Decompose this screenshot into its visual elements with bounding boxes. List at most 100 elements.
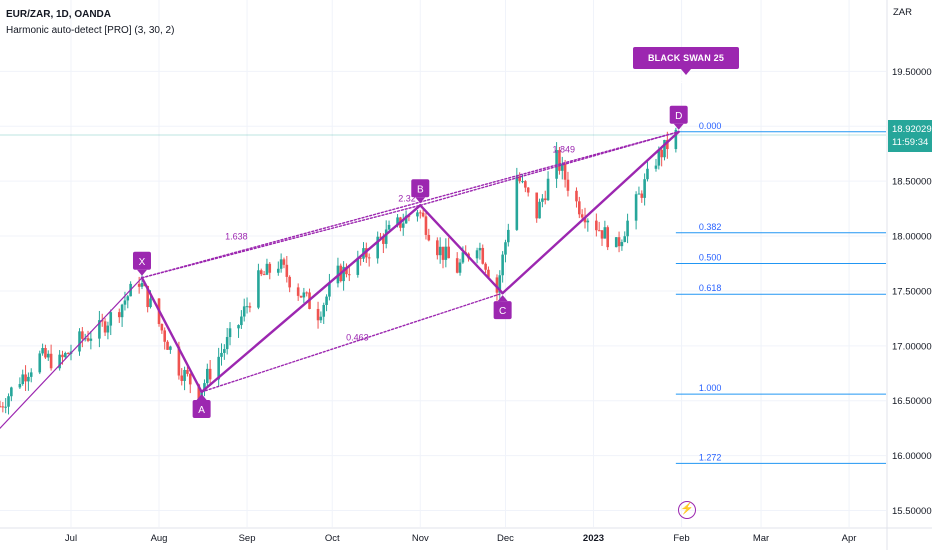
candle-body <box>240 316 243 326</box>
marker-tip <box>673 123 684 130</box>
candle-body <box>663 139 666 158</box>
candle-body <box>10 387 13 397</box>
fib-level-label: 1.272 <box>699 452 722 462</box>
candle-body <box>66 353 70 355</box>
marker-box <box>132 251 151 270</box>
candle-body <box>237 325 240 329</box>
candle-body <box>24 374 27 382</box>
candle-body <box>160 324 164 331</box>
candle-body <box>225 337 229 350</box>
candle-body <box>597 230 601 232</box>
candle-body <box>418 212 422 214</box>
candle-body <box>208 368 212 380</box>
candle-body <box>78 331 81 352</box>
candle-body <box>276 268 280 273</box>
bar-countdown: 11:59:34 <box>892 137 929 148</box>
candle-body <box>416 212 419 217</box>
x-tick-label: Sep <box>239 533 256 544</box>
ratio-line-bd <box>419 131 680 207</box>
candle-body <box>27 376 30 382</box>
y-tick-label: 18.50000 <box>892 177 932 188</box>
candle-body <box>248 306 252 308</box>
x-tick-label: Apr <box>842 533 857 544</box>
candle-body <box>206 368 209 384</box>
candle-body <box>197 384 201 401</box>
ratio-label: 1.849 <box>552 145 575 155</box>
candle-body <box>81 331 84 339</box>
candle-body <box>61 354 64 358</box>
candle-body <box>268 263 272 273</box>
candle-body <box>38 353 42 373</box>
candle-body <box>328 283 331 297</box>
candle-body <box>163 330 167 342</box>
candle-body <box>4 406 7 408</box>
candle-body <box>86 338 90 341</box>
marker-label: C <box>499 306 506 317</box>
indicator-title[interactable]: Harmonic auto-detect [PRO] (3, 30, 2) <box>6 25 175 36</box>
y-tick-label: 16.00000 <box>892 451 932 462</box>
candle-body <box>521 181 524 183</box>
candle-body <box>359 257 362 259</box>
candle-body <box>242 306 246 317</box>
candle-body <box>367 257 371 259</box>
candle-body <box>44 348 47 358</box>
y-tick-label: 15.50000 <box>892 506 932 517</box>
pattern-point-d: D <box>669 105 688 130</box>
candle-body <box>98 320 101 339</box>
candle-body <box>376 236 379 259</box>
fib-level-label: 0.618 <box>699 283 722 293</box>
candle-body <box>566 179 570 191</box>
candle-body <box>316 308 320 321</box>
pattern-detected-badge: BLACK SWAN 25 DETECTED <box>633 47 739 85</box>
candle-body <box>217 356 220 380</box>
candle-body <box>541 198 544 202</box>
x-tick-label: Feb <box>673 533 689 544</box>
y-tick-label: 16.50000 <box>892 396 932 407</box>
candle-body <box>455 258 459 273</box>
candle-body <box>356 257 360 275</box>
fib-level-label: 1.000 <box>699 383 722 393</box>
candle-body <box>146 285 149 308</box>
candle-body <box>646 168 649 180</box>
marker-tip <box>497 295 508 302</box>
candle-body <box>126 296 130 301</box>
candle-body <box>563 163 567 180</box>
candle-body <box>299 295 303 298</box>
fib-level-label: 0.382 <box>699 222 722 232</box>
candle-body <box>117 312 121 318</box>
candle-body <box>518 176 521 182</box>
symbol-title[interactable]: EUR/ZAR, 1D, OANDA <box>6 9 112 20</box>
candle-body <box>640 193 644 198</box>
candle-body <box>484 263 487 270</box>
marker-label: D <box>675 111 682 122</box>
candle-body <box>674 129 678 150</box>
candle-body <box>220 352 223 357</box>
candle-body <box>279 259 283 269</box>
candle-body <box>603 227 607 239</box>
candle-body <box>259 270 263 275</box>
candle-body <box>223 349 226 353</box>
candle-body <box>634 194 638 221</box>
pattern-layer: 1.638 2.32 0.463 1.849 X A B C D <box>0 105 688 429</box>
candle-body <box>495 277 499 293</box>
candle-layer <box>0 127 678 415</box>
last-price-tag: 18.92029 11:59:34 <box>888 120 932 152</box>
candle-body <box>481 247 485 264</box>
candle-body <box>623 236 627 243</box>
y-tick-label: 17.00000 <box>892 341 932 352</box>
candle-body <box>617 237 621 247</box>
candle-body <box>427 234 431 241</box>
candle-body <box>461 252 465 263</box>
pattern-point-x: X <box>132 251 151 276</box>
candle-body <box>447 246 450 259</box>
marker-label: X <box>139 257 146 268</box>
flash-icon[interactable]: ⚡ <box>678 501 696 519</box>
candle-body <box>507 229 510 243</box>
ratio-label: 1.638 <box>225 232 248 242</box>
badge-pointer <box>681 69 691 75</box>
marker-tip <box>136 269 147 276</box>
candle-body <box>64 353 67 358</box>
x-tick-label: Nov <box>412 533 429 544</box>
